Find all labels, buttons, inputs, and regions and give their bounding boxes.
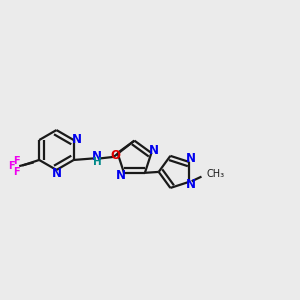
Text: CH₃: CH₃ (206, 169, 224, 179)
Text: N: N (72, 133, 82, 146)
Text: F: F (8, 161, 14, 171)
Text: N: N (186, 178, 196, 191)
Text: F: F (13, 167, 20, 177)
Text: N: N (186, 152, 196, 165)
Text: N: N (52, 167, 62, 179)
Text: H: H (93, 158, 102, 167)
Text: O: O (111, 149, 121, 162)
Text: N: N (92, 150, 102, 164)
Text: N: N (116, 169, 126, 182)
Text: F: F (13, 156, 20, 166)
Text: N: N (149, 144, 159, 157)
